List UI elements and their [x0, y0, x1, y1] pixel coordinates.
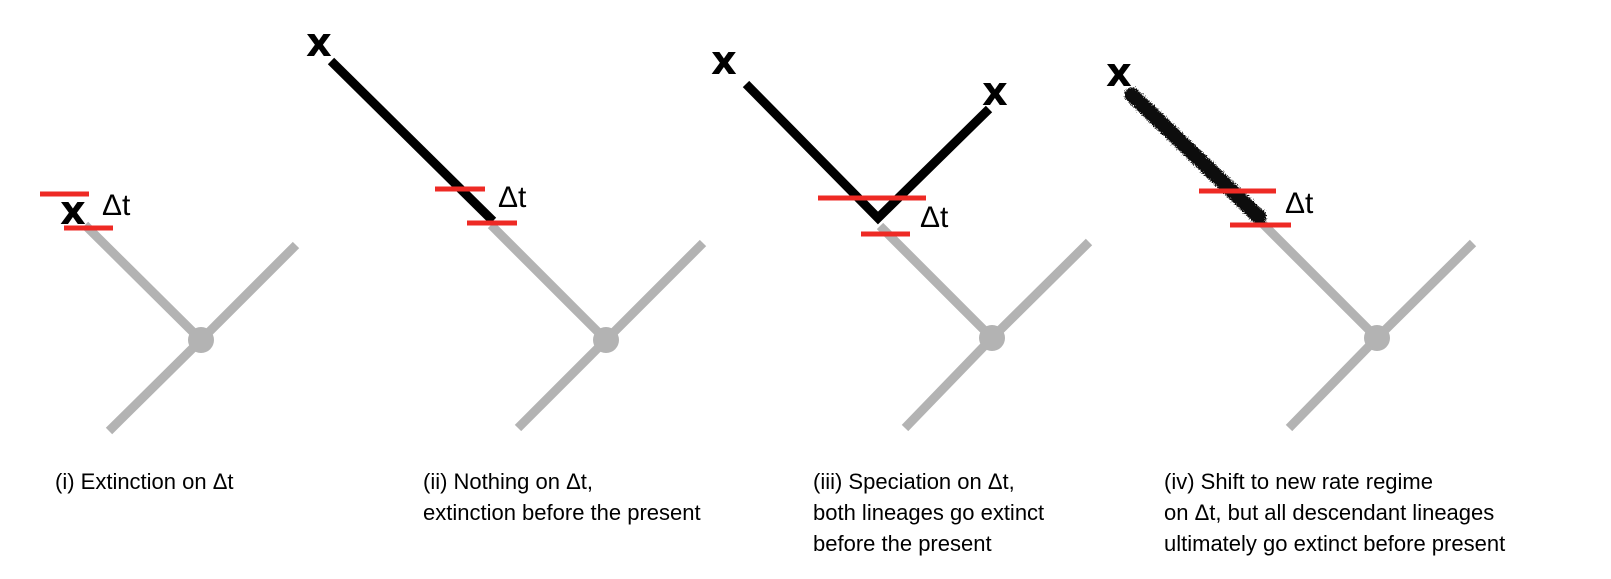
panel-ii-extinction-mark: x — [306, 20, 332, 66]
panel-i-root-node — [188, 327, 214, 353]
panel-i-delta-t-label: Δt — [102, 189, 131, 222]
panel-ii-caption: (ii) Nothing on Δt, extinction before th… — [423, 466, 701, 528]
panel-iv-tree — [1258, 219, 1477, 432]
panel-iv-extinction-mark: x — [1106, 50, 1132, 96]
panel-iv-delta-t-label: Δt — [1285, 187, 1314, 220]
panel-iv-right-gray-branch — [1373, 239, 1477, 342]
panel-iv-root-node — [1364, 325, 1390, 351]
panel-i-caption: (i) Extinction on Δt — [55, 466, 234, 497]
panel-ii-right-gray-branch — [602, 239, 707, 344]
panel-iii-caption: (iii) Speciation on Δt, both lineages go… — [813, 466, 1044, 559]
panel-ii-delta-t-label: Δt — [498, 181, 527, 214]
panel-iv-caption: (iv) Shift to new rate regime on Δt, but… — [1164, 466, 1505, 559]
panel-iii-left-extinction-mark: x — [711, 38, 737, 84]
panel-ii: x Δt — [306, 20, 707, 432]
panel-iii-root-node — [979, 325, 1005, 351]
panel-iv-caption-line: (iv) Shift to new rate regime — [1164, 469, 1433, 494]
panel-iv-caption-line: ultimately go extinct before present — [1164, 531, 1506, 556]
panel-iii-right-gray-branch — [988, 238, 1093, 342]
panel-iii-caption-line: (iii) Speciation on Δt, — [813, 469, 1015, 494]
panel-ii-stem-branch — [514, 336, 610, 432]
panel-iv: x Δt — [1106, 50, 1477, 432]
panel-iii-caption-line: both lineages go extinct — [813, 500, 1045, 525]
panel-i-right-gray-branch — [197, 241, 300, 344]
panel-i-caption-line: (i) Extinction on Δt — [55, 469, 234, 494]
panel-ii-left-gray-branch — [487, 221, 610, 344]
panel-iii-delta-t-label: Δt — [920, 201, 949, 234]
panel-iii-stem-branch — [901, 334, 996, 432]
panel-ii-caption-line: (ii) Nothing on Δt, — [423, 469, 593, 494]
panel-iii-tree — [876, 222, 1093, 432]
panel-iv-caption-line: on Δt, but all descendant lineages — [1164, 500, 1495, 525]
panel-i-left-gray-branch — [81, 221, 205, 344]
panel-i-stem-branch — [105, 336, 205, 435]
panel-iii-right-extinction-mark: x — [982, 69, 1008, 115]
panel-ii-lineage-branch — [327, 57, 497, 225]
panel-iii-daughter-lineages — [742, 80, 993, 225]
panel-ii-root-node — [593, 327, 619, 353]
panel-ii-caption-line: extinction before the present — [423, 500, 701, 525]
panel-iv-stem-branch — [1285, 334, 1381, 432]
panel-iii-caption-line: before the present — [813, 531, 992, 556]
panel-i-extinction-mark: x — [60, 188, 86, 234]
panel-i: x Δt — [40, 188, 300, 435]
panel-i-tree — [81, 221, 300, 435]
panel-iv-diversified-lineages — [1124, 87, 1267, 225]
panel-iv-left-gray-branch — [1258, 219, 1381, 342]
panel-ii-tree — [487, 221, 707, 432]
panel-iii: x x Δt — [711, 38, 1093, 432]
panel-iii-left-gray-branch — [876, 222, 996, 342]
